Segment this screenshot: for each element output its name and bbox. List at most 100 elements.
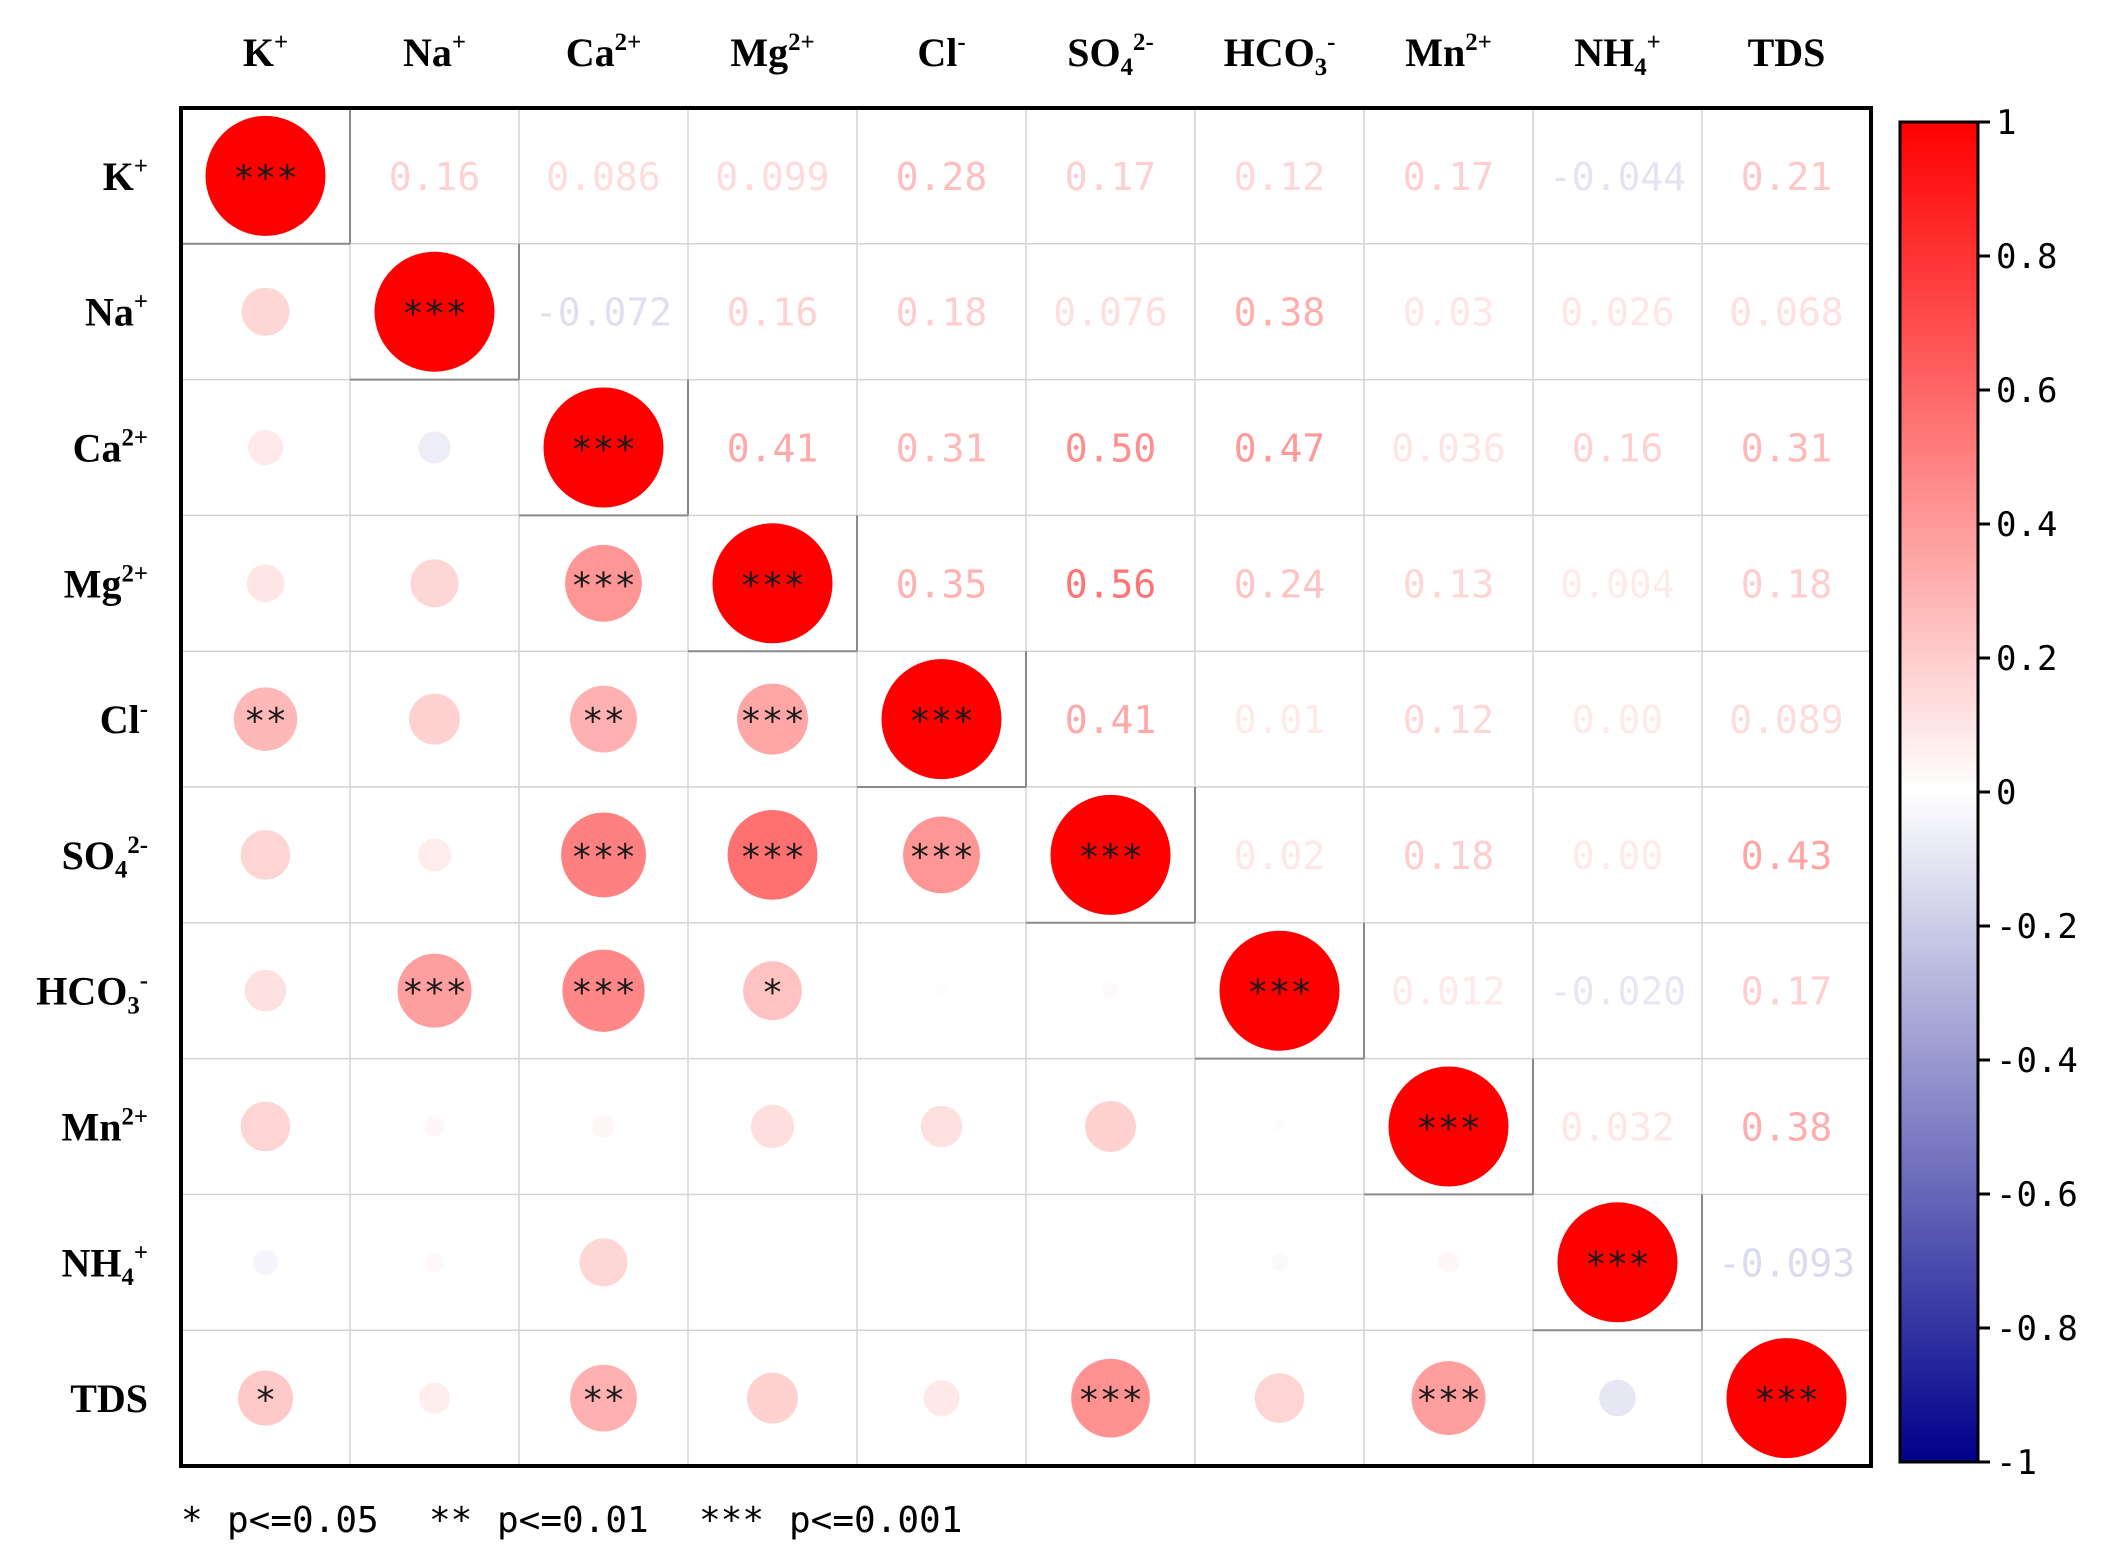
column-label-base: Mn (1405, 30, 1465, 75)
corr-value-label: 0.31 (1741, 427, 1833, 471)
corr-value-label: 0.31 (896, 427, 988, 471)
corr-circle (570, 1364, 637, 1432)
colorbar-tick-label: 0.8 (1996, 237, 2057, 277)
colorbar-tick-label: -0.8 (1996, 1309, 2078, 1349)
column-label-sup: 2+ (788, 29, 815, 56)
row-label-base: HCO (36, 969, 127, 1014)
corr-circle (935, 984, 948, 997)
significance-stars: *** (402, 973, 467, 1014)
corr-circle (238, 1370, 293, 1426)
significance-stars: * (762, 973, 784, 1014)
corr-value-label: 0.18 (896, 291, 988, 335)
column-label-sup: 2+ (1465, 29, 1492, 56)
corr-value-label: 0.00 (1572, 834, 1664, 878)
corr-value-label: 0.004 (1560, 562, 1674, 606)
row-label-base: SO (62, 833, 115, 878)
column-label: Mg2+ (730, 29, 814, 75)
corr-value-label: 0.35 (896, 562, 988, 606)
column-label-base: TDS (1748, 30, 1826, 75)
column-label: HCO3- (1224, 29, 1336, 81)
plot-frame (179, 106, 1873, 1468)
row-label-base: K (103, 154, 134, 199)
row-label-sup: + (134, 153, 148, 180)
significance-stars: * (255, 1380, 277, 1421)
corr-value-label: 0.50 (1065, 427, 1157, 471)
corr-value-label: 0.16 (1572, 427, 1664, 471)
corr-circle (233, 687, 298, 751)
corr-circle (565, 544, 642, 622)
row-label-base: Na (85, 290, 134, 335)
column-label-base: HCO (1224, 30, 1315, 75)
corr-circle (1437, 1251, 1460, 1274)
corr-value-label: 0.41 (727, 427, 819, 471)
corr-circle (1411, 1361, 1486, 1436)
significance-stars: *** (740, 701, 805, 742)
column-label: NH4+ (1574, 29, 1661, 81)
row-label-base: Mn (61, 1105, 121, 1150)
corr-circle (1102, 982, 1119, 1000)
corr-circle (252, 1249, 279, 1275)
legend-text: p<=0.01 (497, 1500, 649, 1541)
column-label-sup: + (1647, 29, 1661, 56)
corr-circle (244, 969, 287, 1012)
corr-circle (743, 961, 802, 1021)
corr-value-label: 0.032 (1560, 1106, 1674, 1150)
corr-circle (903, 816, 980, 894)
corr-value-label: 0.16 (389, 155, 481, 199)
legend-text: p<=0.05 (227, 1500, 379, 1541)
column-label-base: Ca (566, 30, 615, 75)
column-label: Mn2+ (1405, 29, 1492, 75)
legend-stars: * (181, 1500, 203, 1541)
row-label-sup: 2+ (121, 560, 148, 587)
axis-labels: K+ Na+ Ca2+ Mg2+ Cl- SO42- HCO3- Mn2+ NH4+ TDSK+N… (36, 29, 1825, 1421)
legend-stars: *** (699, 1500, 764, 1541)
corr-value-label: 0.12 (1403, 698, 1495, 742)
colorbar: 1 0.8 0.6 0.4 0.2 0 -0.2 -0.4 -0.6 -0.8 -1 (1898, 103, 2078, 1483)
colorbar-tick-label: -0.4 (1996, 1041, 2078, 1081)
corr-value-label: 0.03 (1403, 291, 1495, 335)
column-label-base: Cl (917, 30, 957, 75)
significance-stars: *** (571, 430, 636, 471)
row-label: TDS (70, 1376, 148, 1421)
column-label-sup: - (1327, 29, 1335, 56)
corr-value-label: 0.38 (1741, 1106, 1833, 1150)
column-label-sup: + (274, 29, 288, 56)
column-label-base: NH (1574, 30, 1634, 75)
corr-circle (246, 564, 285, 603)
row-label: Ca2+ (73, 425, 148, 471)
corr-value-label: 0.068 (1729, 291, 1843, 335)
corr-value-label: 0.24 (1234, 562, 1326, 606)
colorbar-tick-label: 1 (1996, 103, 2016, 143)
colorbar-tick-label: -0.6 (1996, 1175, 2078, 1215)
row-label-sub: 4 (115, 857, 127, 884)
corr-circle (727, 810, 818, 900)
corr-circle (409, 693, 460, 745)
row-label: K+ (103, 153, 148, 199)
row-label-base: Mg (64, 561, 122, 606)
corr-circle (1254, 1373, 1305, 1423)
row-label: SO42- (62, 832, 148, 884)
corr-value-label: 0.089 (1729, 698, 1843, 742)
significance-stars: *** (1247, 973, 1312, 1014)
row-label-sup: + (134, 1239, 148, 1266)
corr-circle (561, 812, 646, 898)
corr-value-label: 0.38 (1234, 291, 1326, 335)
row-label-sup: - (140, 968, 148, 995)
row-label-sup: 2- (127, 832, 148, 859)
corr-circle (737, 683, 808, 755)
colorbar-tick-label: 0.4 (1996, 505, 2057, 545)
column-label-base: Na (403, 30, 452, 75)
legend-text: p<=0.001 (789, 1500, 962, 1541)
column-label-base: K (243, 30, 274, 75)
corr-circle (205, 115, 326, 236)
row-label-sub: 4 (121, 1264, 133, 1291)
corr-value-label: 0.18 (1403, 834, 1495, 878)
column-label-sub: 3 (1315, 54, 1327, 81)
corr-value-label: 0.41 (1065, 698, 1157, 742)
significance-stars: *** (1078, 1380, 1143, 1421)
row-label-base: TDS (70, 1376, 148, 1421)
column-label-sup: - (957, 29, 965, 56)
corr-circle (424, 1116, 445, 1137)
colorbar-gradient (1898, 120, 1980, 1464)
column-label-sup: + (452, 29, 466, 56)
